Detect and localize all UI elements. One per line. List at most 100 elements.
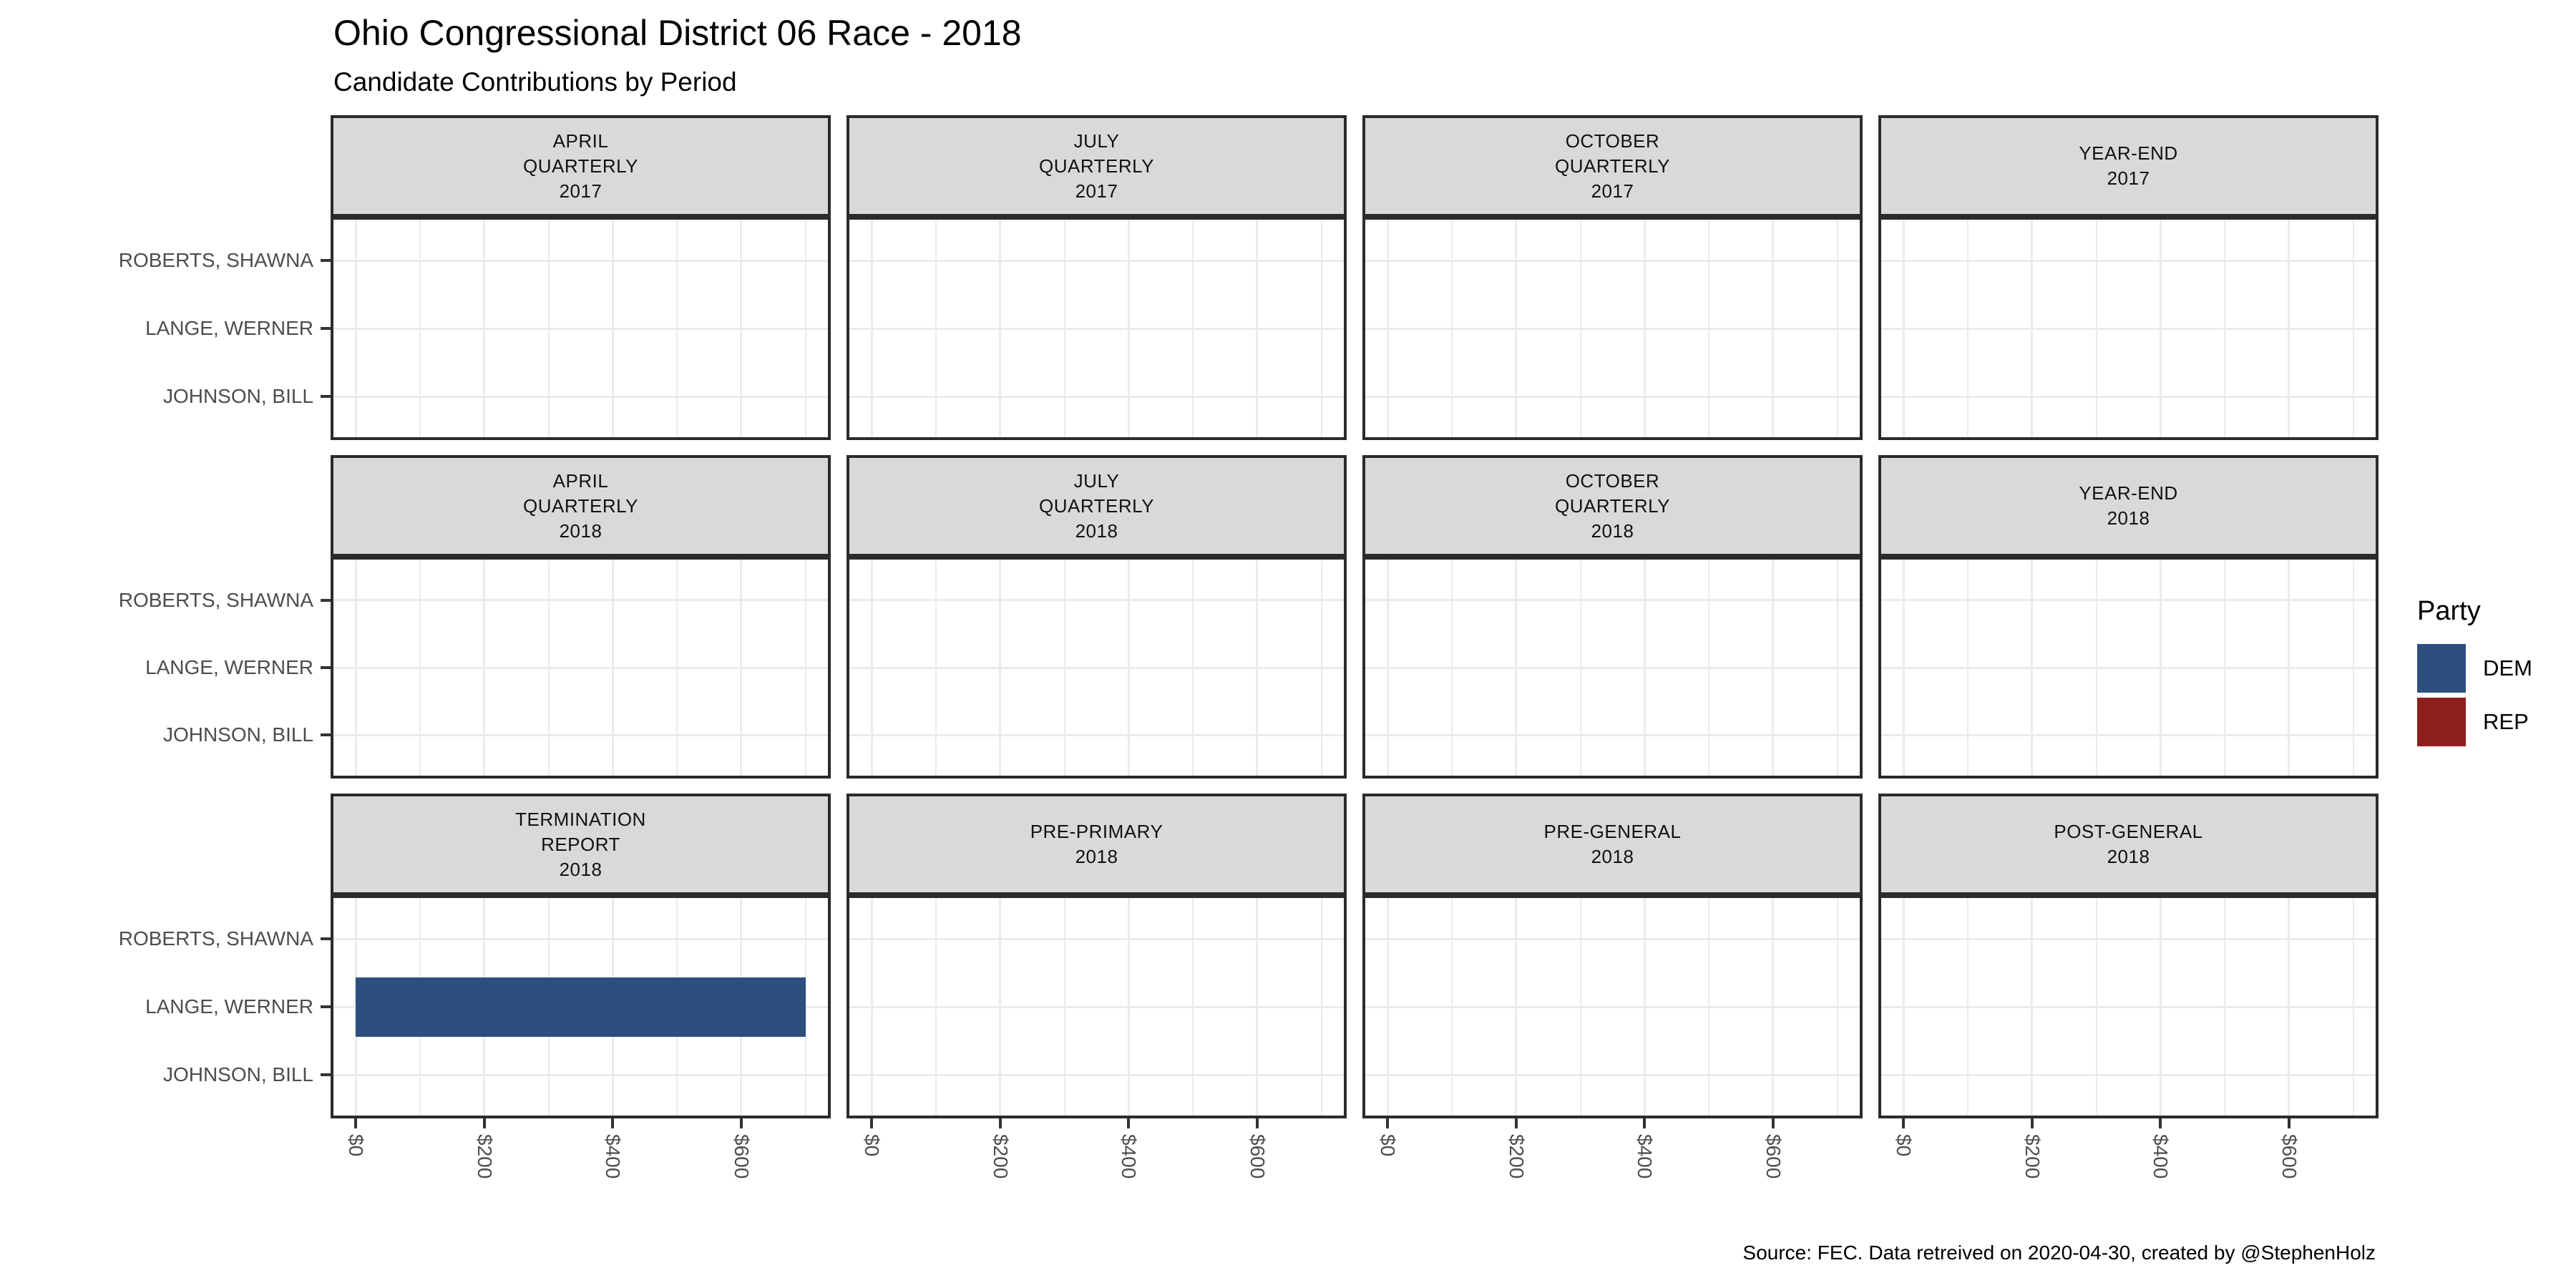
gridline-y-major [849, 327, 1344, 330]
x-axis-tick [739, 1118, 743, 1128]
gridline-y-major [1881, 733, 2376, 736]
facet-strip-label-line: QUARTERLY [1554, 155, 1671, 177]
gridline-y-major [849, 395, 1344, 398]
x-axis-label: $200 [2021, 1134, 2044, 1179]
facet-strip: JULY QUARTERLY 2018 [847, 455, 1347, 557]
facet-panel [331, 895, 831, 1118]
gridline-y-major [1365, 1005, 1860, 1008]
x-axis-tick [1514, 1118, 1518, 1128]
facet-strip: YEAR-END 2017 [1878, 115, 2379, 217]
x-axis-tick [482, 1118, 486, 1128]
y-axis-tick [321, 937, 331, 940]
facet-strip: OCTOBER QUARTERLY 2017 [1362, 115, 1863, 217]
gridline-y-major [849, 733, 1344, 736]
facet-strip-label-line: 2018 [559, 519, 602, 542]
y-axis-tick [321, 1073, 331, 1076]
facet-strip-label-line: POST-GENERAL [2054, 821, 2203, 842]
gridline-y-major [849, 259, 1344, 262]
gridline-y-major [1881, 327, 2376, 330]
x-axis-tick [1255, 1118, 1259, 1128]
gridline-y-major [1881, 937, 2376, 940]
gridline-y-major [1365, 1073, 1860, 1076]
facet-strip-label-line: QUARTERLY [1554, 494, 1671, 517]
facet-strip-label-line: APRIL [552, 130, 609, 152]
y-axis-label: LANGE, WERNER [145, 995, 313, 1018]
gridline-y-major [1365, 259, 1860, 262]
facet-strip-label-line: 2018 [1075, 846, 1118, 867]
x-axis-tick [1643, 1118, 1646, 1128]
x-axis-tick [2159, 1118, 2162, 1128]
x-axis-label: $400 [1118, 1134, 1141, 1179]
y-axis-tick [321, 733, 331, 737]
facet-strip-label-line: OCTOBER [1565, 469, 1660, 492]
gridline-y-major [333, 937, 828, 940]
facet-strip: PRE-PRIMARY 2018 [847, 794, 1347, 895]
y-axis-label: JOHNSON, BILL [162, 1063, 313, 1085]
y-axis-label: LANGE, WERNER [145, 317, 313, 339]
facet-strip-label-line: 2018 [559, 858, 602, 880]
x-axis-label: $0 [345, 1134, 368, 1157]
gridline-y-major [849, 1073, 1344, 1076]
facet-strip-label-line: TERMINATION [515, 808, 646, 830]
chart-caption: Source: FEC. Data retreived on 2020-04-3… [1742, 1241, 2376, 1264]
facet-strip-label-line: 2018 [2107, 507, 2150, 529]
y-axis-tick [321, 259, 331, 262]
facet-strip: JULY QUARTERLY 2017 [847, 115, 1347, 217]
gridline-y-major [849, 666, 1344, 669]
x-axis-label: $600 [1246, 1134, 1269, 1179]
y-axis-label: ROBERTS, SHAWNA [118, 927, 313, 950]
y-axis-tick [321, 666, 331, 669]
facet-panel [331, 557, 831, 779]
gridline-y-major [1881, 599, 2376, 602]
facet-strip-label-line: YEAR-END [2079, 142, 2178, 164]
x-axis-tick [1902, 1118, 1906, 1128]
gridline-y-major [1365, 666, 1860, 669]
legend-swatch-dem [2417, 644, 2466, 693]
gridline-y-major [333, 259, 828, 262]
facet-strip-label-line: APRIL [552, 469, 609, 492]
x-axis-label: $400 [602, 1134, 625, 1179]
facet-strip: PRE-GENERAL 2018 [1362, 794, 1863, 895]
gridline-y-major [1881, 1005, 2376, 1008]
facet-panel [847, 557, 1347, 779]
facet-strip: YEAR-END 2018 [1878, 455, 2379, 557]
facet-strip-label-line: 2018 [2107, 846, 2150, 867]
facet-strip-label-line: 2017 [559, 180, 602, 202]
facet-strip-label-line: 2018 [1591, 846, 1634, 867]
y-axis-label: JOHNSON, BILL [162, 385, 313, 407]
facet-panel [331, 217, 831, 440]
x-axis-label: $0 [1377, 1134, 1400, 1157]
facet-strip: APRIL QUARTERLY 2017 [331, 115, 831, 217]
facet-strip-label-line: REPORT [541, 833, 620, 855]
legend-swatch-rep [2417, 698, 2466, 746]
gridline-y-major [1365, 599, 1860, 602]
facet-strip-label-line: PRE-GENERAL [1543, 821, 1682, 842]
facet-strip-label-line: PRE-PRIMARY [1030, 821, 1163, 842]
legend-label-dem: DEM [2483, 655, 2532, 680]
x-axis-tick [1771, 1118, 1775, 1128]
x-axis-label: $600 [2278, 1134, 2301, 1179]
facet-panel [847, 895, 1347, 1118]
y-axis-tick [321, 1005, 331, 1008]
legend-label-rep: REP [2483, 709, 2529, 734]
x-axis-label: $200 [473, 1134, 496, 1179]
x-axis-tick [2287, 1118, 2290, 1128]
facet-strip: APRIL QUARTERLY 2018 [331, 455, 831, 557]
gridline-y-major [333, 1073, 828, 1076]
y-axis-label: ROBERTS, SHAWNA [118, 249, 313, 271]
facet-strip-label-line: 2017 [1075, 180, 1118, 202]
y-axis-label: ROBERTS, SHAWNA [118, 588, 313, 611]
x-axis-label: $200 [989, 1134, 1012, 1179]
facet-strip: OCTOBER QUARTERLY 2018 [1362, 455, 1863, 557]
x-axis-tick [354, 1118, 358, 1128]
gridline-y-major [333, 395, 828, 398]
gridline-y-major [1881, 395, 2376, 398]
x-axis-tick [1127, 1118, 1131, 1128]
gridline-y-major [849, 599, 1344, 602]
gridline-y-major [1881, 666, 2376, 669]
facet-panel [1362, 895, 1863, 1118]
chart-title: Ohio Congressional District 06 Race - 20… [333, 13, 1022, 53]
gridline-y-major [1365, 937, 1860, 940]
bar-dem [356, 977, 806, 1037]
